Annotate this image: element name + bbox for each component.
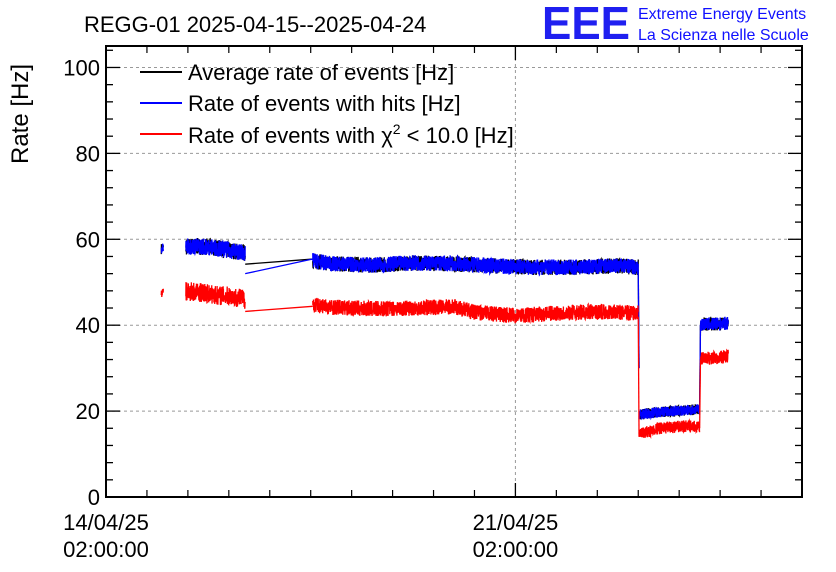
x-tick-label-time-10: 02:00:00 <box>473 537 559 562</box>
chart-title: REGG-01 2025-04-15--2025-04-24 <box>84 12 426 37</box>
eee-logo: EEE Extreme Energy Events La Scienza nel… <box>542 0 809 49</box>
legend: Average rate of events [Hz] Rate of even… <box>140 60 514 148</box>
y-tick-label-0: 0 <box>88 485 100 510</box>
series-1-segment-5 <box>638 404 701 421</box>
series-2-segment-1 <box>185 282 246 309</box>
legend-label-chi2-tail: < 10.0 [Hz] <box>401 123 514 148</box>
x-tick-label-date-10: 21/04/25 <box>473 510 559 535</box>
data-series <box>160 237 729 440</box>
series-1-segment-3 <box>312 253 639 277</box>
legend-label-chi2-main: Rate of events with χ <box>188 123 393 148</box>
series-2-segment-2 <box>245 305 313 313</box>
series-2-segment-7 <box>699 348 729 365</box>
grid-lines <box>106 46 802 497</box>
y-tick-label-40: 40 <box>76 313 100 338</box>
logo-line1: Extreme Energy Events <box>638 6 806 23</box>
series-2-segment-0 <box>160 288 164 298</box>
series-1-segment-7 <box>699 316 729 331</box>
y-tick-label-20: 20 <box>76 399 100 424</box>
y-tick-label-80: 80 <box>76 141 100 166</box>
x-tick-label-time-0: 02:00:00 <box>63 537 149 562</box>
plot-frame <box>105 45 803 498</box>
series-2-segment-3 <box>312 297 639 325</box>
y-tick-label-100: 100 <box>63 55 100 80</box>
legend-label-chi2-superscript: 2 <box>393 121 401 137</box>
series-1-segment-2 <box>245 258 313 275</box>
series-1-segment-1 <box>185 238 246 261</box>
logo-mark: EEE <box>542 0 630 49</box>
x-tick-label-date-0: 14/04/25 <box>63 510 149 535</box>
legend-label-chi2: Rate of events with χ2 < 10.0 [Hz] <box>188 121 514 148</box>
series-2-segment-5 <box>638 418 701 440</box>
logo-line2: La Scienza nelle Scuole <box>638 27 809 44</box>
series-2-segment-4 <box>637 316 640 437</box>
series-1-segment-0 <box>160 243 164 254</box>
legend-label-average: Average rate of events [Hz] <box>188 60 454 85</box>
axes: 02040608010014/04/2502:00:0021/04/2502:0… <box>63 45 803 562</box>
series-0-segment-2 <box>245 258 313 265</box>
series-2 <box>160 282 729 440</box>
legend-label-hits: Rate of events with hits [Hz] <box>188 91 461 116</box>
series-2-segment-6 <box>699 359 702 429</box>
y-axis-label: Rate [Hz] <box>7 64 34 164</box>
y-tick-label-60: 60 <box>76 227 100 252</box>
